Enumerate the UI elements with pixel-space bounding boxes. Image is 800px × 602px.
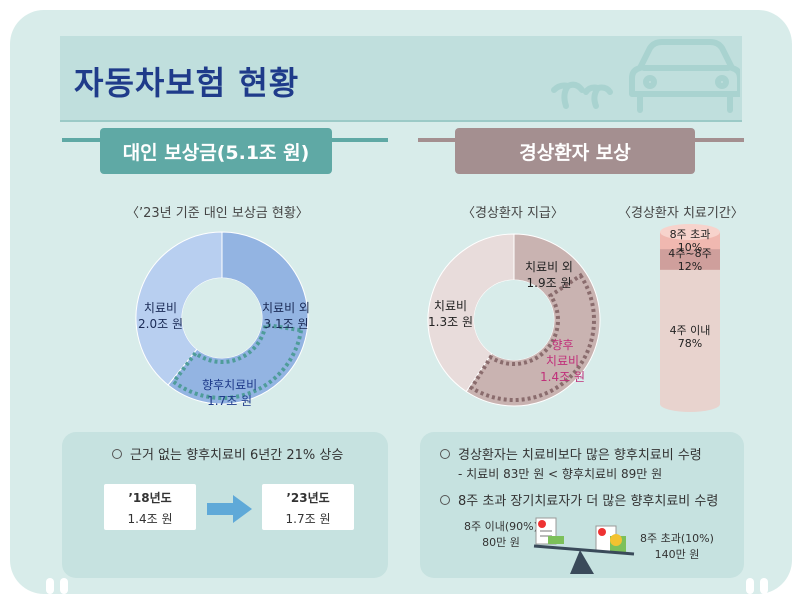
balance-scale-icon bbox=[533, 517, 635, 574]
left-highlight-label: 향후치료비 1.7조 원 bbox=[202, 377, 257, 409]
right-highlight-label: 향후 치료비 1.4조 원 bbox=[540, 337, 585, 385]
page-title: 자동차보험 현황 bbox=[74, 64, 300, 102]
right-pie-caption: 〈경상환자 지급〉 bbox=[462, 206, 564, 221]
cylinder-segment-1 bbox=[660, 249, 720, 271]
right-panel-bullet-1: 경상환자는 치료비보다 많은 향후치료비 수령 bbox=[440, 444, 702, 463]
right-slice-other-value: 1.9조 원 bbox=[526, 276, 572, 290]
cylinder-segment-name-2: 4주 이내 bbox=[669, 323, 711, 337]
right-section-header: 경상환자 보상 bbox=[455, 128, 695, 174]
right-slice-label-other: 치료비 외 1.9조 원 bbox=[525, 259, 573, 291]
car-icon bbox=[551, 39, 740, 113]
left-donut-chart bbox=[135, 231, 309, 405]
arrow-right-icon bbox=[207, 495, 252, 523]
right-slice-label-treatment: 치료비 1.3조 원 bbox=[428, 298, 473, 330]
bullet-circle-icon bbox=[112, 449, 122, 459]
left-panel-bullet-text: 근거 없는 향후치료비 6년간 21% 상승 bbox=[130, 448, 344, 463]
right-slice-treatment-value: 1.3조 원 bbox=[428, 315, 473, 329]
year-box-2018: ’18년도 1.4조 원 bbox=[104, 484, 196, 530]
left-slice-treatment-name: 치료비 bbox=[143, 301, 178, 315]
cylinder-segment-name-1: 4주~8주 bbox=[668, 246, 712, 260]
year-2023-label: ’23년도 bbox=[286, 491, 330, 505]
left-slice-label-other: 치료비 외 3.1조 원 bbox=[262, 300, 310, 332]
scale-left-line2: 80만 원 bbox=[482, 536, 520, 549]
right-panel-bullet-2-text: 8주 초과 장기치료자가 더 많은 향후치료비 수령 bbox=[458, 494, 719, 509]
right-panel-bullet-1-text: 경상환자는 치료비보다 많은 향후치료비 수령 bbox=[458, 448, 702, 463]
right-slice-treatment-name: 치료비 bbox=[433, 299, 468, 313]
left-highlight-name: 향후치료비 bbox=[202, 378, 258, 392]
year-2018-label: ’18년도 bbox=[128, 491, 172, 505]
cylinder-top bbox=[660, 224, 720, 240]
right-highlight-value: 1.4조 원 bbox=[540, 370, 585, 384]
right-highlight-outline bbox=[468, 272, 596, 402]
treatment-period-cylinder bbox=[660, 224, 720, 412]
scale-right-label: 8주 초과(10%) 140만 원 bbox=[640, 530, 714, 562]
left-section-header: 대인 보상금(5.1조 원) bbox=[100, 128, 332, 174]
left-donut-hole bbox=[182, 278, 262, 358]
decorative-dots-right bbox=[746, 578, 768, 594]
left-panel-bullet: 근거 없는 향후치료비 6년간 21% 상승 bbox=[112, 444, 343, 463]
left-slice-other-value: 3.1조 원 bbox=[263, 317, 309, 331]
right-highlight-name-2: 치료비 bbox=[545, 354, 580, 368]
left-highlight-outline bbox=[170, 322, 304, 400]
cylinder-segment-value-1: 12% bbox=[677, 259, 703, 273]
cylinder-segment-label-2: 4주 이내 78% bbox=[660, 324, 720, 350]
scale-right-line1: 8주 초과(10%) bbox=[640, 532, 714, 545]
right-highlight-name-1: 향후 bbox=[551, 338, 574, 352]
right-donut-chart bbox=[427, 233, 601, 407]
right-cylinder-caption: 〈경상환자 치료기간〉 bbox=[618, 206, 744, 221]
left-slice-label-treatment: 치료비 2.0조 원 bbox=[138, 300, 183, 332]
scale-left-label: 8주 이내(90%) 80만 원 bbox=[464, 518, 538, 550]
right-panel-bullet-2: 8주 초과 장기치료자가 더 많은 향후치료비 수령 bbox=[440, 490, 718, 509]
left-slice-treatment-value: 2.0조 원 bbox=[138, 317, 183, 331]
year-box-2023: ’23년도 1.7조 원 bbox=[262, 484, 354, 530]
cylinder-segment-label-1: 4주~8주 12% bbox=[660, 247, 720, 273]
cylinder-segment-2 bbox=[660, 269, 720, 404]
right-panel-sub-1: - 치료비 83만 원 < 향후치료비 89만 원 bbox=[458, 467, 663, 481]
left-chart-caption: 〈’23년 기준 대인 보상금 현황〉 bbox=[126, 206, 309, 221]
cylinder-segment-label-0: 8주 초과 10% bbox=[660, 228, 720, 254]
year-2023-value: 1.7조 원 bbox=[285, 512, 331, 526]
title-underline bbox=[60, 120, 742, 122]
bullet-circle-icon bbox=[440, 449, 450, 459]
right-slice-other-name: 치료비 외 bbox=[525, 260, 573, 274]
scale-right-line2: 140만 원 bbox=[654, 548, 700, 561]
left-highlight-value: 1.7조 원 bbox=[207, 394, 253, 408]
scale-left-line1: 8주 이내(90%) bbox=[464, 520, 538, 533]
title-banner bbox=[60, 36, 742, 122]
cylinder-segment-name-0: 8주 초과 bbox=[669, 227, 711, 241]
left-slice-0 bbox=[167, 231, 309, 405]
cylinder-segment-value-2: 78% bbox=[677, 336, 703, 350]
bullet-circle-icon bbox=[440, 495, 450, 505]
cylinder-bottom bbox=[660, 396, 720, 412]
year-2018-value: 1.4조 원 bbox=[127, 512, 173, 526]
decorative-dots-left bbox=[46, 578, 68, 594]
left-slice-other-name: 치료비 외 bbox=[262, 301, 310, 315]
cylinder-segment-value-0: 10% bbox=[677, 240, 703, 254]
right-donut-hole bbox=[474, 280, 554, 360]
